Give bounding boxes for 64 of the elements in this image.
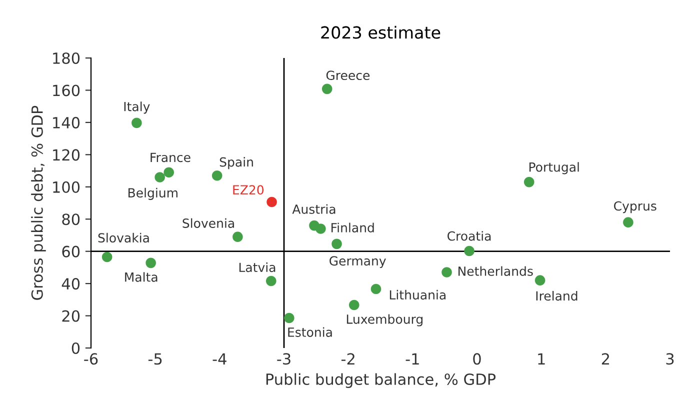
annotation: Austria	[292, 204, 336, 214]
x-tick-label: -4	[212, 353, 226, 364]
annotation: Spain	[220, 157, 253, 170]
annotation: Portugal	[529, 162, 579, 174]
y-tick-label: 140	[53, 116, 80, 128]
annotation: Cyprus	[614, 201, 656, 214]
annotation: Slovakia	[98, 232, 149, 243]
point	[212, 170, 222, 181]
point	[102, 252, 112, 262]
annotation: France	[150, 152, 190, 162]
x-tick-label: -3	[277, 353, 290, 365]
point	[534, 275, 546, 286]
y-axis-title: Gross public debt, % GDP	[31, 106, 46, 300]
point	[322, 84, 332, 94]
y-tick-label: 20	[62, 310, 80, 322]
point	[623, 217, 634, 228]
point	[164, 167, 174, 178]
x-tick-label: 2	[602, 353, 609, 364]
point	[132, 118, 142, 128]
annotation: Slovenia	[182, 218, 234, 228]
point	[316, 224, 326, 234]
annotation: Greece	[326, 70, 370, 80]
y-tick-label: 120	[53, 149, 80, 161]
point	[232, 232, 243, 242]
x-tick-label: 3	[666, 353, 674, 365]
annotation: EZ20	[233, 185, 264, 195]
annotation: Finland	[332, 222, 374, 232]
x-tick-label: -5	[148, 353, 162, 365]
x-tick-label: -2	[341, 353, 354, 364]
point	[154, 172, 165, 182]
annotation: Lithuania	[390, 290, 446, 300]
y-tick-label: 100	[53, 181, 80, 193]
y-tick-label: 160	[53, 84, 80, 96]
annotation: Netherlands	[458, 266, 533, 276]
annotation: Germany	[330, 256, 386, 268]
x-tick-label: -6	[84, 353, 98, 365]
y-tick-label: 0	[72, 342, 80, 354]
y-tick-label: 180	[53, 52, 80, 64]
annotation: Luxembourg	[346, 314, 422, 326]
point	[464, 246, 474, 256]
x-tick-label: 1	[538, 353, 545, 364]
point	[524, 176, 534, 188]
x-tick-label: -1	[406, 353, 419, 364]
point	[370, 284, 382, 294]
annotation: Italy	[124, 102, 150, 114]
annotation: Ireland	[536, 290, 578, 301]
y-tick-label: 60	[62, 246, 80, 258]
y-tick-label: 80	[62, 214, 80, 226]
y-tick-label: 40	[62, 278, 80, 290]
point	[332, 238, 342, 250]
point	[266, 276, 276, 286]
point	[348, 300, 360, 310]
annotation: Estonia	[288, 327, 332, 337]
x-axis-title: Public budget balance, % GDP	[266, 373, 496, 388]
annotation: Croatia	[448, 231, 491, 241]
point	[442, 267, 452, 278]
x-tick-label: 0	[473, 353, 481, 365]
annotation: Malta	[125, 272, 158, 282]
annotation: Belgium	[128, 188, 178, 200]
point	[146, 258, 156, 268]
point	[284, 312, 294, 324]
point	[266, 196, 277, 208]
annotation: Latvia	[239, 262, 276, 272]
chart-title: 2023 estimate	[321, 26, 440, 39]
